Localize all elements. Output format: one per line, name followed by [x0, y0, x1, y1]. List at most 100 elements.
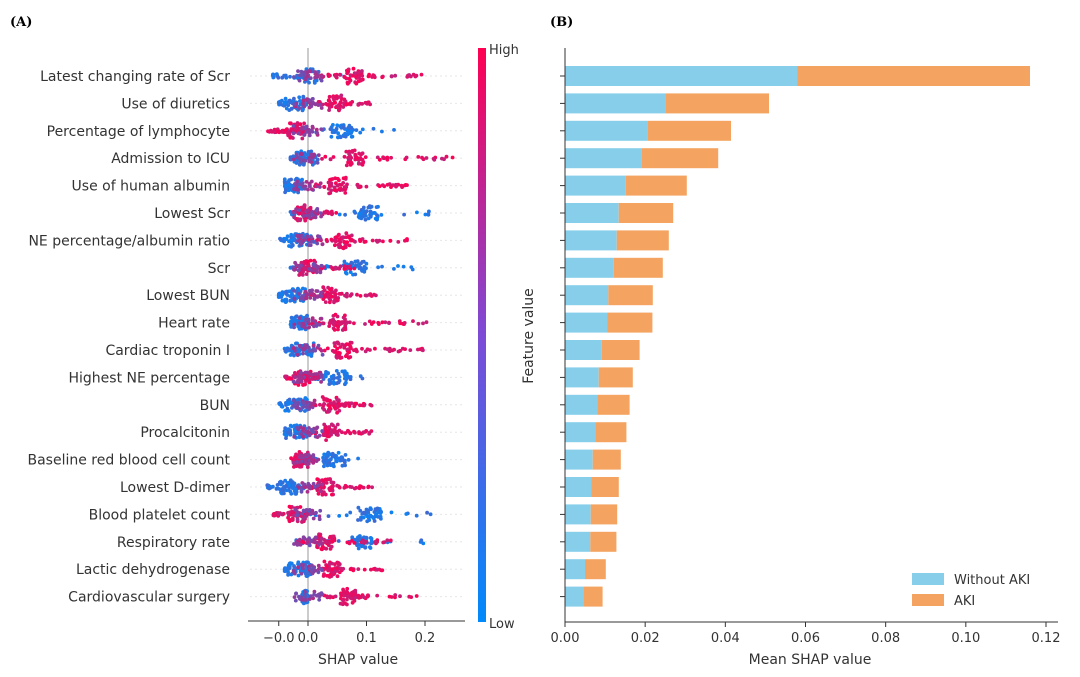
shap-point — [357, 161, 361, 166]
shap-point — [307, 69, 311, 73]
shap-point — [398, 594, 402, 599]
shap-point — [303, 485, 307, 490]
shap-point — [298, 240, 303, 245]
bar-without-aki — [565, 394, 598, 415]
shap-point — [328, 73, 332, 78]
bar-aki — [591, 477, 619, 497]
shap-point — [420, 155, 424, 160]
panel-a-label: (A) — [10, 15, 32, 30]
shap-point — [297, 316, 302, 320]
shap-point — [304, 295, 308, 300]
shap-point — [327, 324, 332, 328]
shap-point — [289, 232, 294, 237]
shap-point — [360, 162, 365, 167]
shap-point — [426, 212, 431, 217]
shap-point — [333, 594, 338, 599]
shap-point — [289, 238, 293, 243]
shap-points — [265, 66, 455, 607]
shap-point — [408, 348, 413, 352]
shap-point — [345, 586, 350, 591]
bar-aki — [595, 422, 627, 443]
shap-point — [387, 594, 392, 599]
shap-point — [295, 425, 300, 430]
shap-point — [353, 588, 358, 593]
shap-point — [316, 570, 321, 575]
shap-point — [277, 402, 282, 407]
shap-point — [358, 156, 363, 161]
shap-point — [310, 213, 315, 217]
shap-point — [297, 208, 302, 213]
shap-point — [328, 127, 333, 131]
shap-point — [309, 152, 314, 157]
shap-point — [314, 430, 319, 435]
shap-point — [289, 424, 294, 429]
shap-point — [316, 491, 321, 496]
shap-point — [283, 478, 288, 483]
bar-aki — [608, 285, 653, 306]
shap-point — [368, 513, 373, 518]
shap-point — [304, 508, 309, 512]
shap-point — [294, 591, 298, 596]
shap-point — [301, 214, 306, 219]
shap-point — [341, 566, 346, 571]
shap-point — [322, 572, 326, 576]
shap-point — [294, 490, 299, 494]
shap-point — [358, 294, 363, 298]
shap-point — [301, 347, 306, 352]
shap-point — [289, 512, 294, 517]
shap-point — [304, 541, 309, 545]
shap-point — [357, 212, 361, 216]
shap-point — [316, 563, 321, 568]
shap-point — [349, 401, 354, 406]
shap-point — [334, 288, 338, 293]
shap-point — [349, 292, 354, 297]
shap-point — [375, 216, 380, 221]
shap-point — [294, 341, 298, 346]
shap-point — [348, 510, 353, 515]
shap-point — [357, 431, 361, 436]
shap-point — [356, 518, 360, 522]
shap-point — [383, 320, 388, 325]
shap-point — [396, 264, 400, 268]
shap-point — [344, 484, 349, 489]
feature-label: Lowest Scr — [154, 206, 230, 222]
y-axis-title-b: Feature value — [521, 288, 537, 384]
colorbar — [478, 48, 486, 622]
shap-point — [293, 429, 297, 433]
shap-point — [339, 96, 344, 101]
shap-point — [389, 510, 394, 515]
shap-point — [286, 511, 290, 515]
shap-point — [358, 265, 363, 270]
shap-point — [360, 544, 365, 548]
shap-point — [303, 429, 307, 434]
shap-point — [289, 128, 293, 133]
shap-point — [322, 452, 327, 457]
shap-point — [376, 320, 381, 325]
shap-point — [404, 155, 409, 160]
shap-point — [405, 183, 409, 188]
shap-point — [305, 74, 309, 79]
shap-point — [296, 562, 300, 566]
shap-point — [320, 568, 324, 572]
shap-point — [308, 205, 313, 210]
shap-point — [302, 204, 307, 209]
shap-point — [344, 149, 349, 154]
shap-point — [301, 269, 305, 274]
shap-point — [364, 184, 369, 189]
shap-point — [320, 395, 325, 399]
shap-point — [385, 538, 390, 543]
bar-aki — [590, 504, 618, 525]
shap-point — [343, 369, 347, 374]
shap-point — [298, 157, 303, 162]
bar-aki — [613, 257, 663, 278]
shap-point — [311, 481, 316, 486]
shap-point — [314, 270, 319, 275]
shap-point — [306, 345, 311, 350]
shap-point — [337, 485, 342, 490]
shap-point — [309, 428, 314, 432]
shap-point — [289, 315, 294, 320]
shap-point — [342, 154, 347, 159]
shap-point — [338, 72, 342, 77]
shap-point — [320, 478, 325, 483]
shap-point — [286, 103, 291, 108]
